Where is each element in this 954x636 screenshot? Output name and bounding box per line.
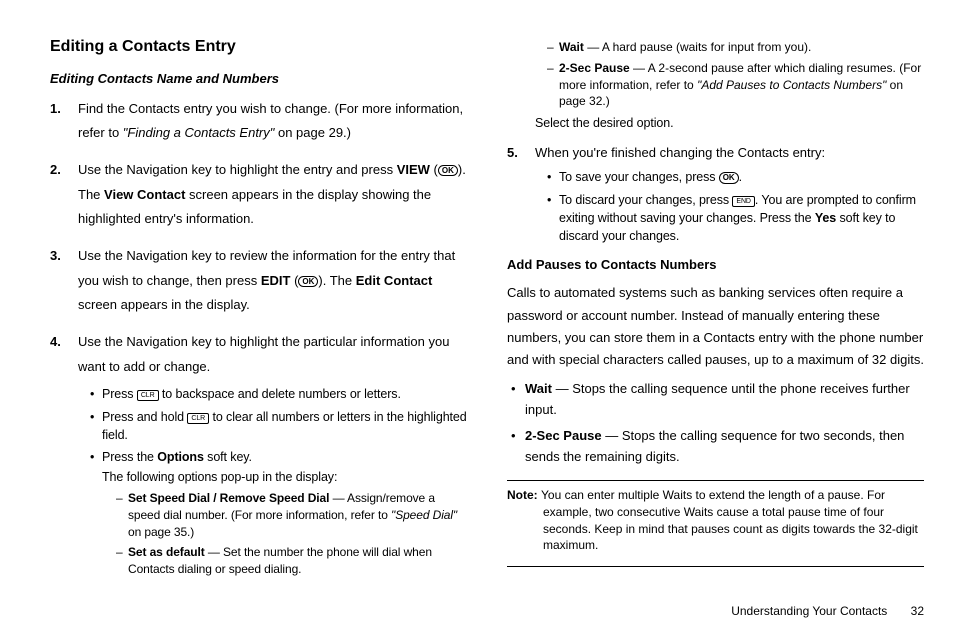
page-number: 32 [911, 604, 924, 618]
end-icon: END [732, 196, 754, 207]
footer-section: Understanding Your Contacts [731, 604, 887, 618]
pauses-paragraph: Calls to automated systems such as banki… [507, 282, 924, 370]
right-column: Wait — A hard pause (waits for input fro… [507, 35, 924, 616]
page-footer: Understanding Your Contacts 32 [731, 604, 924, 618]
ok-icon: OK [438, 165, 458, 177]
note-divider-bottom [507, 566, 924, 567]
note-divider-top [507, 480, 924, 481]
step5-bullets: To save your changes, press OK. To disca… [535, 168, 924, 245]
bullet-options: Press the Options soft key. The followin… [90, 448, 467, 578]
note-text: Note: You can enter multiple Waits to ex… [507, 487, 924, 554]
section-title: Editing a Contacts Entry [50, 35, 467, 59]
steps-list: 1. Find the Contacts entry you wish to c… [50, 97, 467, 578]
clr-icon: CLR [187, 413, 209, 424]
steps-list-cont: 5. When you're finished changing the Con… [507, 143, 924, 245]
ok-icon: OK [719, 172, 739, 184]
dash-set-default: Set as default — Set the number the phon… [116, 544, 467, 578]
bullet-clear: Press and hold CLR to clear all numbers … [90, 408, 467, 444]
step-1: 1. Find the Contacts entry you wish to c… [78, 97, 467, 146]
step-3: 3. Use the Navigation key to review the … [78, 244, 467, 318]
step-2: 2. Use the Navigation key to highlight t… [78, 158, 467, 232]
dash-speed-dial: Set Speed Dial / Remove Speed Dial — Ass… [116, 490, 467, 540]
clr-icon: CLR [137, 390, 159, 401]
dash-2sec: 2-Sec Pause — A 2-second pause after whi… [547, 60, 924, 110]
options-dash-list-cont: Wait — A hard pause (waits for input fro… [507, 39, 924, 110]
bullet-save: To save your changes, press OK. [547, 168, 924, 186]
subsection-title: Editing Contacts Name and Numbers [50, 69, 467, 89]
step-4: 4. Use the Navigation key to highlight t… [78, 330, 467, 578]
left-column: Editing a Contacts Entry Editing Contact… [50, 35, 467, 616]
step-5: 5. When you're finished changing the Con… [535, 143, 924, 245]
add-pauses-title: Add Pauses to Contacts Numbers [507, 255, 924, 275]
select-option: Select the desired option. [507, 114, 924, 133]
pause-bullets: Wait — Stops the calling sequence until … [507, 379, 924, 468]
pause-2sec: 2-Sec Pause — Stops the calling sequence… [511, 426, 924, 468]
bullet-backspace: Press CLR to backspace and delete number… [90, 385, 467, 403]
options-dash-list: Set Speed Dial / Remove Speed Dial — Ass… [102, 490, 467, 578]
pause-wait: Wait — Stops the calling sequence until … [511, 379, 924, 421]
bullet-discard: To discard your changes, press END. You … [547, 191, 924, 245]
dash-wait: Wait — A hard pause (waits for input fro… [547, 39, 924, 56]
page: Editing a Contacts Entry Editing Contact… [0, 0, 954, 636]
sub-bullets: Press CLR to backspace and delete number… [78, 385, 467, 578]
ok-icon: OK [298, 276, 318, 288]
